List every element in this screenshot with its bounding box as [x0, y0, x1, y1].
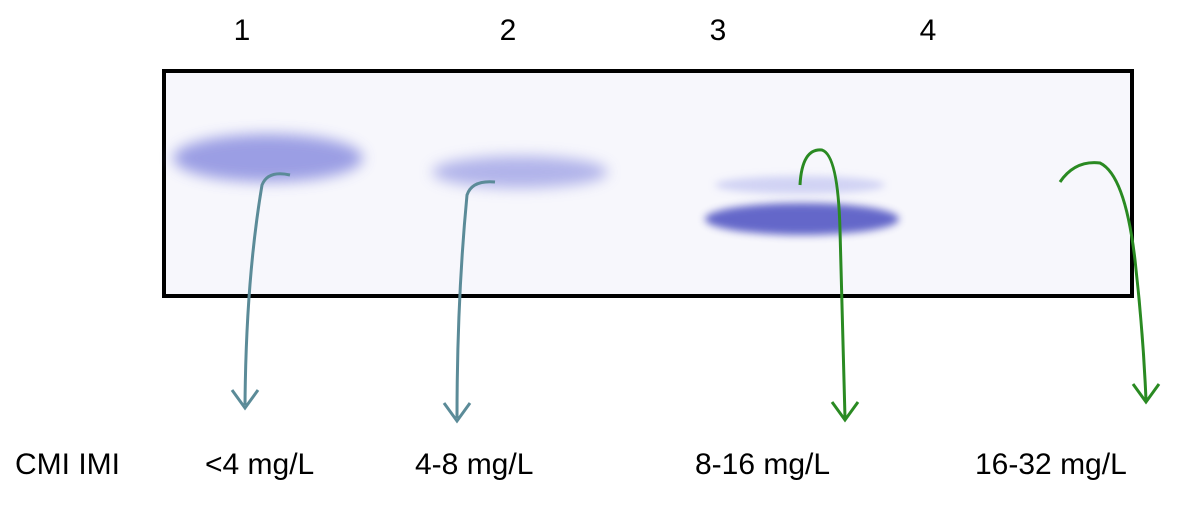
mic-label: <4 mg/L — [205, 448, 314, 481]
gel-bands — [173, 134, 899, 235]
gel-box — [162, 69, 1134, 298]
mic-label: 16-32 mg/L — [975, 448, 1127, 481]
row-label: CMI IMI — [15, 448, 120, 481]
lane-label: 3 — [710, 14, 727, 47]
mic-label: 8-16 mg/L — [695, 448, 830, 481]
lane-label: 1 — [234, 14, 251, 47]
lane-label: 4 — [920, 14, 937, 47]
mic-label: 4-8 mg/L — [415, 448, 533, 481]
arrows — [230, 148, 1161, 424]
lane-label: 2 — [500, 14, 517, 47]
